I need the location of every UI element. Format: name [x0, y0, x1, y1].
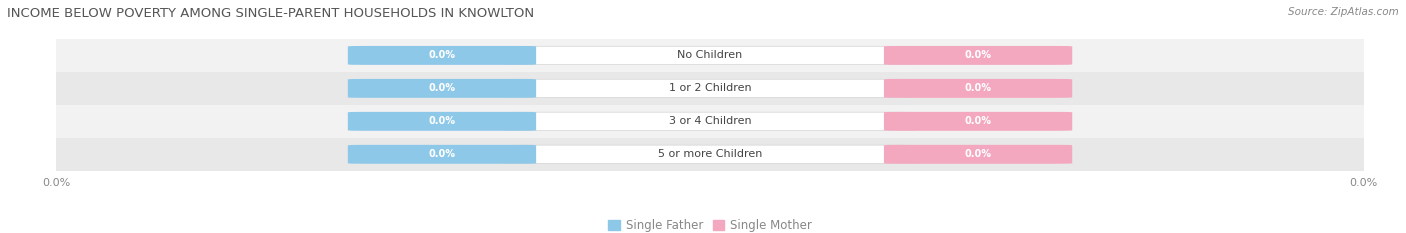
Text: 0.0%: 0.0% — [965, 50, 991, 60]
FancyBboxPatch shape — [503, 112, 917, 130]
FancyBboxPatch shape — [347, 79, 536, 98]
Text: 0.0%: 0.0% — [965, 116, 991, 126]
FancyBboxPatch shape — [503, 79, 917, 98]
FancyBboxPatch shape — [884, 112, 1073, 131]
FancyBboxPatch shape — [347, 145, 536, 164]
Text: 0.0%: 0.0% — [429, 149, 456, 159]
Bar — [56, 105, 1364, 138]
FancyBboxPatch shape — [884, 145, 1073, 164]
Text: 3 or 4 Children: 3 or 4 Children — [669, 116, 751, 126]
Bar — [56, 72, 1364, 105]
FancyBboxPatch shape — [884, 46, 1073, 65]
Text: 0.0%: 0.0% — [965, 83, 991, 93]
Text: 0.0%: 0.0% — [429, 50, 456, 60]
Legend: Single Father, Single Mother: Single Father, Single Mother — [603, 214, 817, 233]
Text: 0.0%: 0.0% — [429, 83, 456, 93]
Text: Source: ZipAtlas.com: Source: ZipAtlas.com — [1288, 7, 1399, 17]
FancyBboxPatch shape — [503, 145, 917, 164]
Text: 0.0%: 0.0% — [429, 116, 456, 126]
Text: 1 or 2 Children: 1 or 2 Children — [669, 83, 751, 93]
Text: INCOME BELOW POVERTY AMONG SINGLE-PARENT HOUSEHOLDS IN KNOWLTON: INCOME BELOW POVERTY AMONG SINGLE-PARENT… — [7, 7, 534, 20]
FancyBboxPatch shape — [503, 46, 917, 65]
Bar — [56, 39, 1364, 72]
FancyBboxPatch shape — [347, 46, 536, 65]
FancyBboxPatch shape — [347, 112, 536, 131]
Text: 5 or more Children: 5 or more Children — [658, 149, 762, 159]
FancyBboxPatch shape — [884, 79, 1073, 98]
Text: 0.0%: 0.0% — [965, 149, 991, 159]
Bar — [56, 138, 1364, 171]
Text: No Children: No Children — [678, 50, 742, 60]
